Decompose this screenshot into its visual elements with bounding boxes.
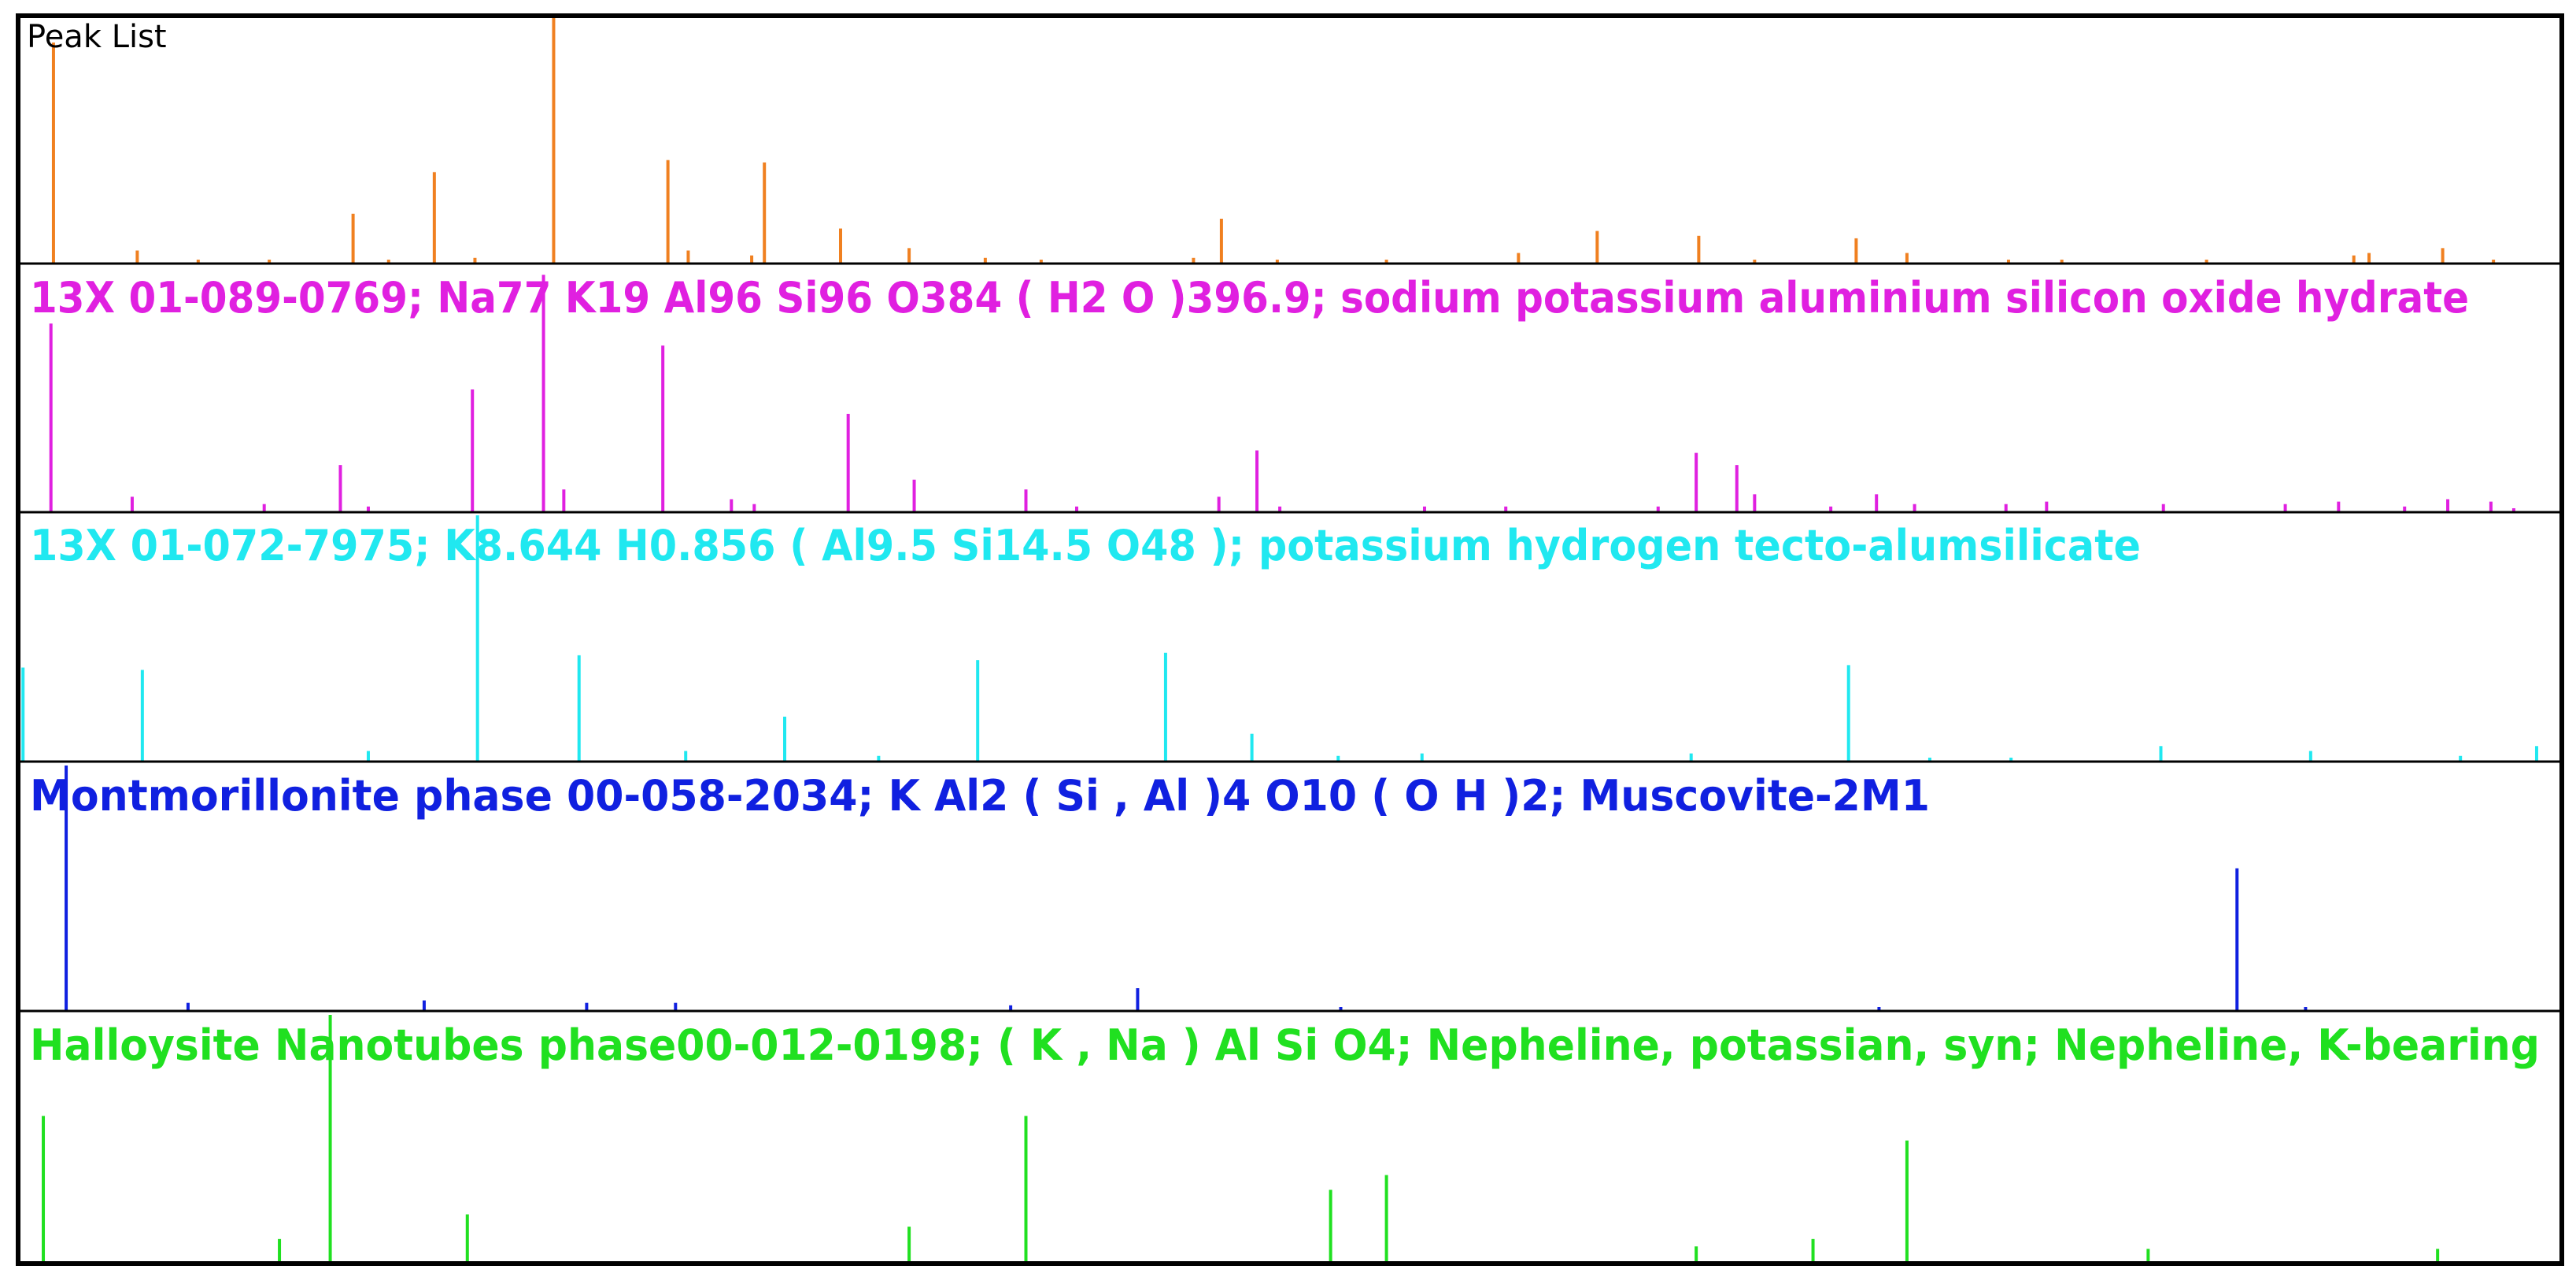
peak-bars [21, 18, 2538, 1261]
panel-titles: Peak List 13X 01-089-0769; Na77 K19 Al96 … [27, 19, 2540, 1070]
panel-title: Halloysite Nanotubes phase00-012-0198; (… [30, 1020, 2540, 1070]
chart-frame-border [16, 13, 2564, 1266]
panel-title: 13X 01-072-7975; K8.644 H0.856 ( Al9.5 S… [30, 521, 2141, 570]
panel-title-peak-list: Peak List [27, 19, 167, 55]
panel-title: 13X 01-089-0769; Na77 K19 Al96 Si96 O384… [30, 273, 2469, 323]
panel-title: Montmorillonite phase 00-058-2034; K Al2… [30, 771, 1930, 821]
panel-dividers [18, 262, 2562, 1013]
